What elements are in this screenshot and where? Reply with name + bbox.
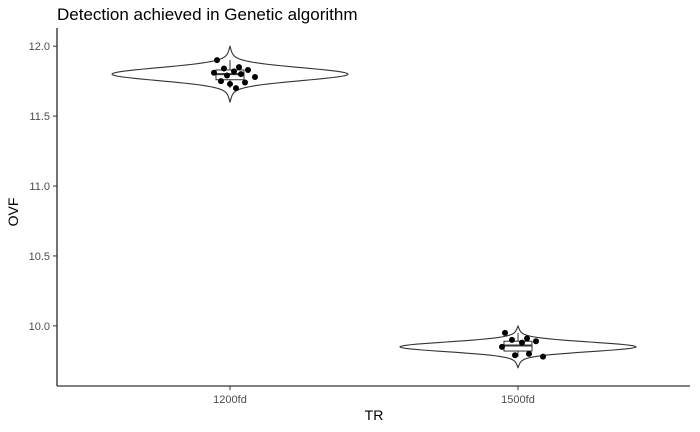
y-tick-label: 11.0 (29, 181, 50, 193)
chart-title: Detection achieved in Genetic algorithm (57, 5, 358, 24)
x-tick-label: 1500fd (501, 394, 535, 406)
data-point-1200fd (233, 85, 239, 92)
data-point-1500fd (533, 338, 539, 345)
data-point-1500fd (499, 343, 505, 350)
y-axis-title: OVF (5, 198, 21, 227)
x-tick-label: 1200fd (213, 394, 247, 406)
plot-area (111, 45, 637, 369)
data-point-1200fd (231, 68, 237, 75)
data-point-1200fd (242, 79, 248, 86)
y-tick-label: 12.0 (29, 41, 50, 53)
y-tick-label: 10.0 (29, 321, 50, 333)
data-point-1200fd (238, 71, 244, 78)
data-point-1200fd (252, 73, 258, 80)
data-point-1200fd (211, 69, 217, 76)
data-point-1200fd (224, 72, 230, 79)
data-point-1500fd (526, 350, 532, 357)
data-point-1200fd (218, 78, 224, 85)
data-point-1500fd (512, 352, 518, 359)
data-point-1500fd (502, 329, 508, 336)
data-point-1500fd (524, 335, 530, 342)
data-point-1200fd (227, 80, 233, 87)
axes: 10.0 10.5 11.0 11.5 12.0 1200fd 1500fd (29, 28, 690, 406)
y-tick-label: 11.5 (29, 111, 50, 123)
data-point-1500fd (519, 339, 525, 346)
data-point-1200fd (245, 66, 251, 73)
data-point-1200fd (221, 65, 227, 72)
data-point-1200fd (236, 64, 242, 71)
violin-group-1200fd (111, 45, 349, 103)
x-axis-title: TR (365, 407, 384, 423)
data-point-1500fd (509, 336, 515, 343)
data-point-1200fd (214, 57, 220, 64)
y-tick-label: 10.5 (29, 251, 50, 263)
data-point-1500fd (540, 353, 546, 360)
violin-group-1500fd (399, 325, 637, 369)
